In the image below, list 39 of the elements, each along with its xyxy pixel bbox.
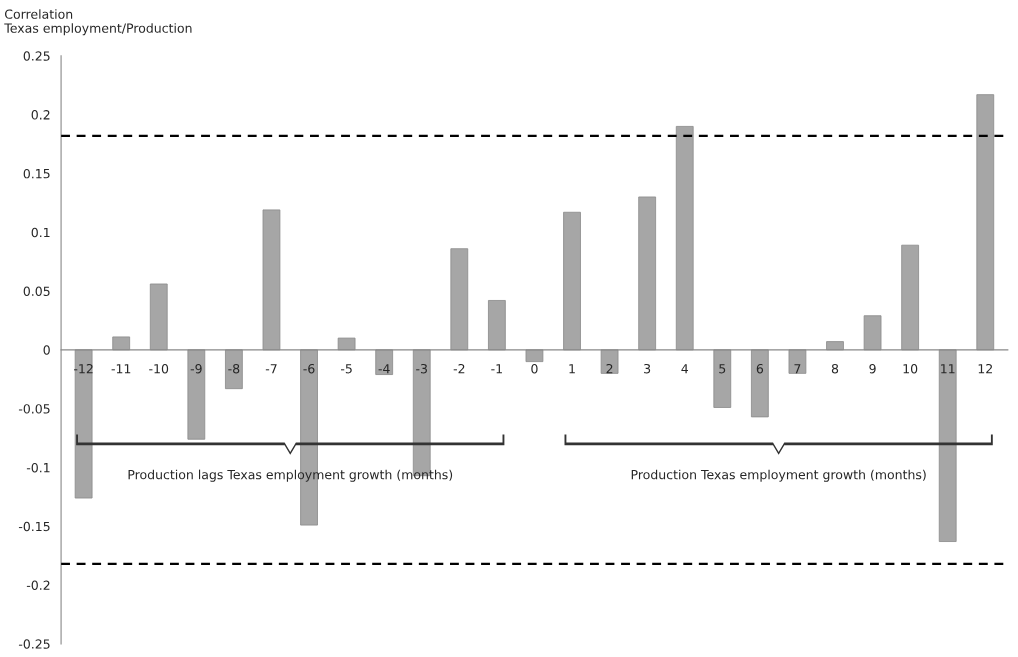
x-tick-label: 2 — [606, 363, 613, 374]
x-tick-label: 10 — [903, 363, 918, 374]
x-tick-label: 8 — [831, 363, 839, 374]
x-tick-label: -6 — [303, 363, 315, 374]
y-tick-label: -0.15 — [18, 521, 50, 532]
y-tick-label: -0.2 — [26, 580, 50, 590]
y-tick-label: 0 — [43, 345, 50, 355]
y-tick-label: -0.05 — [18, 404, 50, 414]
x-tick-label: -1 — [491, 364, 502, 374]
y-axis-title: Correlation Texas employment/Production — [4, 9, 192, 36]
x-tick-label: 12 — [978, 363, 992, 374]
y-tick-label: 0.2 — [31, 110, 50, 120]
x-tick-label: 11 — [941, 364, 955, 374]
x-tick-label: -3 — [416, 363, 427, 374]
x-tick-label: 5 — [719, 364, 726, 374]
annotation: Production lags Texas employment growth (months) — [128, 469, 453, 482]
x-tick-label: 3 — [644, 363, 651, 374]
x-tick-label: -7 — [265, 364, 277, 374]
x-tick-label: -11 — [111, 364, 131, 374]
x-tick-label: -2 — [453, 363, 465, 374]
x-tick-label: 4 — [681, 364, 688, 374]
y-tick-label: -0.25 — [18, 639, 50, 649]
x-tick-label: -8 — [228, 363, 240, 374]
y-tick-label: 0.15 — [23, 168, 50, 179]
x-tick-label: -5 — [340, 364, 352, 374]
y-tick-label: -0.1 — [26, 462, 50, 473]
x-tick-label: -4 — [378, 364, 390, 374]
y-tick-label: 0.05 — [23, 286, 50, 296]
y-tick-label: 0.25 — [23, 51, 50, 61]
x-tick-label: -10 — [149, 363, 169, 374]
x-tick-label: 6 — [756, 363, 764, 374]
x-tick-label: 7 — [794, 364, 801, 374]
y-tick-label: 0.1 — [31, 227, 50, 238]
annotation: Production Texas employment growth (months) — [631, 469, 926, 482]
x-tick-label: -12 — [74, 363, 93, 374]
x-tick-label: 0 — [531, 363, 538, 374]
x-tick-label: 9 — [869, 363, 876, 374]
x-tick-label: -9 — [190, 363, 202, 374]
x-tick-label: 1 — [569, 364, 575, 374]
